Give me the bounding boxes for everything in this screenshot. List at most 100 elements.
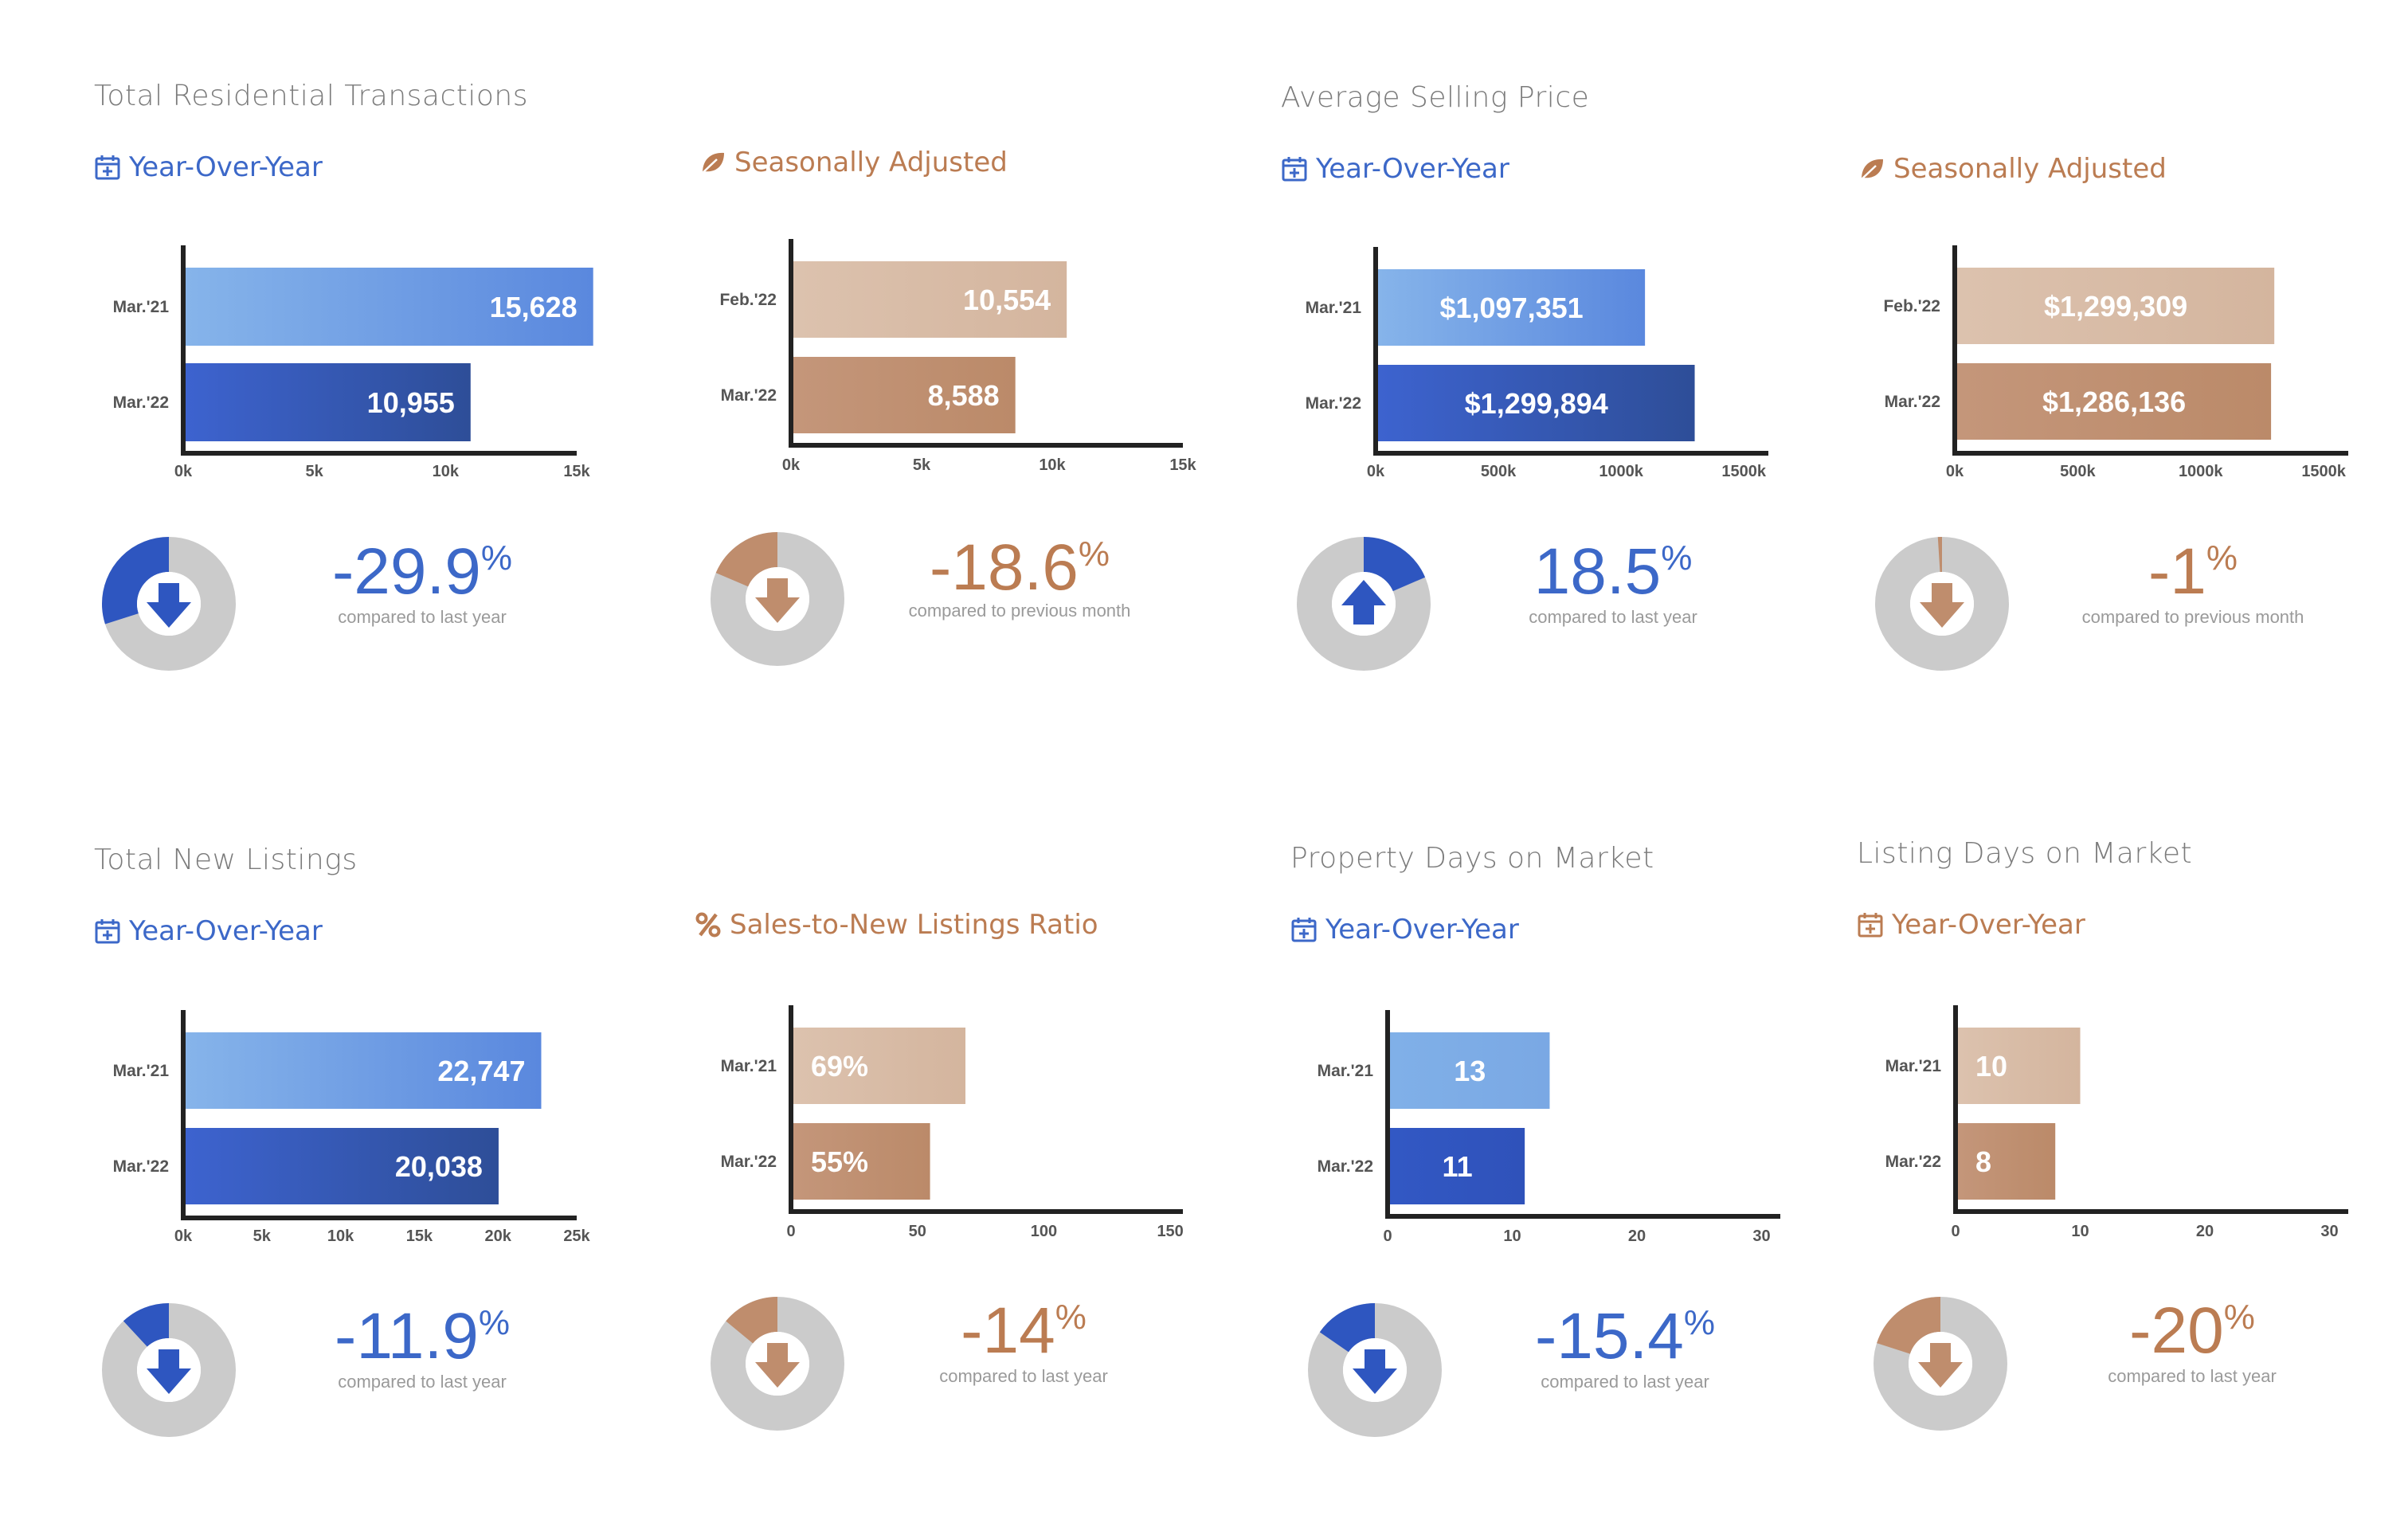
tick-label: 10 bbox=[1503, 1227, 1521, 1245]
data-label: 55% bbox=[811, 1145, 868, 1178]
tick-label: 10 bbox=[2071, 1223, 2089, 1240]
tick-label: 10k bbox=[433, 463, 460, 480]
donut-arc bbox=[1875, 537, 2009, 671]
change-number: 18.5 bbox=[1534, 535, 1662, 608]
panel-0-subtitle-label: Year-Over-Year bbox=[129, 151, 323, 183]
panel-3-change-value: -1% bbox=[2148, 535, 2238, 608]
tick-label: 5k bbox=[306, 463, 324, 480]
panel-7-change-value: -20% bbox=[2129, 1294, 2255, 1367]
panel-5-change-donut bbox=[711, 1297, 844, 1431]
category-label: Mar.'22 bbox=[721, 1153, 777, 1171]
percent-icon bbox=[695, 912, 721, 938]
data-label: 11 bbox=[1443, 1150, 1473, 1183]
category-label: Mar.'22 bbox=[1885, 393, 1940, 411]
tick-label: 0k bbox=[1946, 463, 1964, 480]
x-axis-line bbox=[1373, 451, 1768, 456]
change-number: -15.4 bbox=[1535, 1300, 1684, 1372]
calendar-icon bbox=[95, 919, 120, 944]
donut-arc bbox=[1308, 1303, 1442, 1437]
category-label: Mar.'21 bbox=[721, 1057, 777, 1075]
category-label: Mar.'21 bbox=[113, 1062, 170, 1080]
tick-label: 1000k bbox=[2179, 463, 2223, 480]
change-number: -1 bbox=[2148, 535, 2206, 608]
panel-0-change-caption: compared to last year bbox=[338, 607, 507, 627]
data-label: $1,299,894 bbox=[1465, 387, 1608, 420]
category-label: Mar.'21 bbox=[1318, 1062, 1374, 1080]
panel-0-change-value: -29.9% bbox=[332, 535, 512, 608]
bar-second bbox=[793, 1123, 930, 1200]
panel-7-subtitle-label: Year-Over-Year bbox=[1892, 909, 2085, 941]
bar-second bbox=[793, 357, 1016, 433]
panel-3-chart: Feb.'22 $1,299,309 Mar.'22 $1,286,136 0k 500k… bbox=[1875, 245, 2348, 671]
tick-label: 1500k bbox=[1721, 463, 1766, 480]
change-unit: % bbox=[481, 538, 512, 578]
y-axis-line bbox=[789, 239, 793, 446]
bar-first bbox=[1390, 1032, 1550, 1109]
panel-4-subtitle: Year-Over-Year bbox=[94, 915, 323, 947]
panel-1-subtitle: Seasonally Adjusted bbox=[699, 147, 1008, 178]
x-axis-line bbox=[181, 1216, 577, 1220]
change-unit: % bbox=[1684, 1303, 1715, 1342]
tick-label: 150 bbox=[1157, 1223, 1183, 1240]
arrow-up-icon bbox=[1341, 580, 1386, 625]
category-label: Mar.'22 bbox=[1318, 1157, 1373, 1176]
panel-0-change-donut bbox=[102, 537, 236, 671]
data-label: 10 bbox=[1975, 1050, 2007, 1083]
bar-second bbox=[1958, 1123, 2056, 1200]
change-number: -18.6 bbox=[930, 531, 1079, 604]
data-label: $1,097,351 bbox=[1439, 292, 1583, 324]
panel-5-subtitle: Sales-to-New Listings Ratio bbox=[695, 909, 1098, 941]
category-label: Mar.'21 bbox=[1306, 299, 1362, 317]
panel-3-change-donut bbox=[1875, 537, 2009, 671]
y-axis-line bbox=[181, 245, 186, 454]
data-label: 69% bbox=[811, 1050, 868, 1083]
panel-7-change-caption: compared to last year bbox=[2108, 1366, 2277, 1386]
change-number: -14 bbox=[961, 1294, 1055, 1367]
y-axis-line bbox=[181, 1010, 186, 1219]
category-label: Mar.'22 bbox=[113, 393, 169, 412]
panel-4-change-donut bbox=[102, 1303, 236, 1437]
data-label: 13 bbox=[1454, 1055, 1486, 1087]
tick-label: 500k bbox=[2060, 463, 2096, 480]
donut-arc bbox=[711, 532, 844, 666]
bar-first bbox=[793, 261, 1067, 338]
calendar-icon bbox=[1291, 918, 1317, 942]
arrow-down-icon bbox=[147, 583, 191, 628]
panel-6-change-donut bbox=[1308, 1303, 1442, 1437]
panel-5-change-value: -14% bbox=[961, 1294, 1087, 1367]
panel-1-change-donut bbox=[711, 532, 844, 666]
tick-label: 5k bbox=[253, 1227, 272, 1245]
data-label: 10,955 bbox=[367, 386, 455, 419]
panel-5-subtitle-label: Sales-to-New Listings Ratio bbox=[730, 909, 1098, 941]
category-label: Mar.'22 bbox=[1306, 394, 1361, 413]
panel-7-change-donut bbox=[1874, 1297, 2007, 1431]
panel-0-subtitle: Year-Over-Year bbox=[94, 151, 323, 183]
bar-first bbox=[793, 1028, 966, 1104]
donut-arc bbox=[102, 537, 236, 671]
tick-label: 0 bbox=[786, 1223, 795, 1240]
bar-second bbox=[1390, 1128, 1525, 1204]
panel-2-change-caption: compared to last year bbox=[1529, 607, 1697, 627]
arrow-down-icon bbox=[147, 1349, 191, 1394]
tick-label: 0k bbox=[174, 463, 193, 480]
data-label: 8 bbox=[1975, 1145, 1991, 1178]
category-label: Feb.'22 bbox=[719, 291, 777, 309]
calendar-icon bbox=[95, 155, 120, 180]
panel-4-title: Total New Listings bbox=[94, 844, 358, 876]
data-label: 20,038 bbox=[395, 1150, 483, 1183]
panel-1-change-caption: compared to previous month bbox=[909, 601, 1131, 621]
panel-0-chart: Mar.'21 15,628 Mar.'22 10,955 0k 5k 10k 15k -29.… bbox=[102, 245, 593, 671]
change-unit: % bbox=[1079, 534, 1110, 574]
data-label: $1,299,309 bbox=[2044, 290, 2187, 323]
panel-6-subtitle-label: Year-Over-Year bbox=[1325, 914, 1519, 946]
arrow-down-icon bbox=[1353, 1349, 1397, 1394]
tick-label: 0k bbox=[174, 1227, 193, 1245]
panel-3-change-caption: compared to previous month bbox=[2082, 607, 2304, 627]
data-label: $1,286,136 bbox=[2042, 386, 2186, 418]
donut-arc bbox=[102, 1303, 236, 1437]
arrow-down-icon bbox=[1920, 583, 1964, 628]
panel-4-chart: Mar.'21 22,747 Mar.'22 20,038 0k 5k 10k 15k 20k 2… bbox=[102, 1010, 591, 1437]
leaf-icon bbox=[1861, 159, 1883, 180]
